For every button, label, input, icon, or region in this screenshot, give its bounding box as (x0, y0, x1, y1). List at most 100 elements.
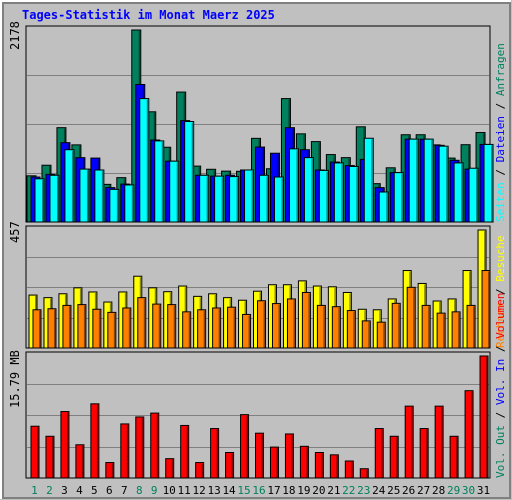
visits-bar-shade (278, 304, 280, 348)
hits-bar-seiten-day-7 (124, 184, 135, 223)
visits-bar-rechner-day-10 (167, 304, 177, 349)
x-label-day-6: 6 (106, 484, 113, 497)
hits-bar-shade (176, 162, 179, 222)
x-label-day-25: 25 (387, 484, 400, 497)
volume-bar-shade (336, 455, 338, 478)
visits-bar-rechner-day-27 (421, 304, 431, 349)
chart-title: Tages-Statistik im Monat Maerz 2025 (22, 8, 275, 22)
hits-bar-shade (356, 167, 358, 222)
x-label-day-10: 10 (163, 484, 176, 497)
volume-bar-volumen-day-8 (135, 416, 145, 479)
volume-bar-volumen-day-2 (45, 435, 55, 479)
x-label-day-5: 5 (91, 484, 98, 497)
visits-bar-rechner-day-15 (242, 313, 252, 349)
hits-bar-shade (401, 173, 403, 222)
hits-bar-seiten-day-29 (453, 162, 464, 223)
y-max-labels: 2178 457 15.79 MB (8, 21, 22, 408)
volume-bar-shade (486, 357, 488, 478)
x-label-day-14: 14 (222, 484, 236, 497)
visits-bar-shade (488, 271, 490, 348)
hits-bar-shade (326, 171, 328, 222)
hits-bar-shade (371, 139, 373, 222)
hits-legend: Seiten / Dateien / Anfragen (494, 43, 507, 222)
visits-bar-shade (203, 310, 206, 348)
volume-bar-shade (426, 429, 428, 478)
volume-bar-shade (471, 391, 473, 478)
visits-y-max-label: 457 (8, 221, 22, 243)
visits-bar-rechner-day-17 (271, 303, 281, 349)
visits-bar-shade (428, 306, 430, 348)
volume-bar-shade (276, 448, 278, 478)
hits-legend-anfragen: Anfragen (494, 43, 507, 96)
hits-bar-seiten-day-14 (229, 176, 240, 223)
hits-bar-seiten-day-8 (139, 98, 150, 223)
visits-bar-shade (248, 315, 251, 348)
x-label-day-15: 15 (237, 484, 250, 497)
hits-bar-seiten-day-30 (468, 167, 479, 223)
visits-bar-shade (158, 305, 161, 348)
visits-panel (25, 225, 491, 349)
volume-bar-volumen-day-12 (195, 462, 205, 479)
hits-bar-shade (461, 163, 463, 222)
hits-bar-seiten-day-28 (438, 145, 449, 223)
volume-bar-shade (381, 429, 383, 478)
hits-bar-seiten-day-4 (79, 168, 90, 223)
volume-bar-volumen-day-23 (359, 468, 369, 479)
visits-bar-rechner-day-1 (32, 309, 42, 349)
hits-bar-shade (266, 176, 269, 222)
visits-bar-rechner-day-18 (286, 298, 296, 349)
visits-bar-rechner-day-4 (77, 304, 87, 349)
visits-bar-rechner-day-30 (466, 304, 476, 349)
x-label-day-7: 7 (121, 484, 128, 497)
volume-bar-volumen-day-17 (269, 446, 279, 479)
hits-bar-shade (42, 179, 44, 222)
hits-bar-seiten-day-26 (408, 138, 419, 223)
visits-legend-rechner: Rechner (494, 301, 507, 348)
hits-bar-seiten-day-18 (288, 148, 299, 223)
hits-bar-shade (236, 177, 239, 222)
visits-bar-rechner-day-14 (227, 306, 237, 349)
volume-bar-volumen-day-10 (165, 458, 175, 479)
volume-bar-shade (396, 437, 398, 478)
volume-bar-volumen-day-27 (419, 428, 429, 479)
hits-bar-seiten-day-12 (199, 174, 210, 223)
volume-bar-volumen-day-26 (404, 405, 414, 479)
hits-bar-shade (146, 99, 149, 222)
x-label-day-12: 12 (193, 484, 206, 497)
x-label-day-19: 19 (297, 484, 310, 497)
hits-bar-seiten-day-24 (378, 191, 389, 223)
x-label-day-24: 24 (372, 484, 386, 497)
volume-bar-shade (111, 463, 114, 478)
volume-bar-shade (291, 434, 293, 478)
volume-bar-shade (37, 427, 39, 478)
hits-bar-seiten-day-5 (94, 169, 105, 223)
volume-bar-volumen-day-24 (374, 428, 384, 479)
hits-bar-seiten-day-20 (318, 169, 329, 223)
volume-bar-shade (261, 434, 264, 478)
volume-bar-volumen-day-13 (210, 428, 220, 479)
hits-bar-seiten-day-1 (34, 178, 45, 223)
volume-bar-shade (156, 414, 159, 478)
x-label-day-9: 9 (151, 484, 158, 497)
x-label-day-23: 23 (357, 484, 370, 497)
hits-bar-seiten-day-2 (49, 174, 60, 223)
visits-bar-rechner-day-24 (376, 321, 386, 349)
volume-bar-volumen-day-18 (284, 433, 294, 479)
volume-bar-shade (126, 424, 129, 478)
hits-bar-seiten-day-19 (303, 157, 314, 223)
x-label-day-21: 21 (327, 484, 340, 497)
hits-bar-shade (131, 185, 134, 222)
visits-bar-shade (443, 314, 445, 348)
hits-bar-shade (71, 150, 74, 222)
visits-bar-shade (293, 299, 295, 348)
hits-bar-seiten-day-27 (423, 138, 434, 223)
volume-bar-volumen-day-31 (479, 355, 489, 479)
hits-legend-seiten: Seiten (494, 182, 507, 222)
volume-bar-volumen-day-14 (225, 452, 235, 479)
hits-bar-seiten-day-16 (259, 174, 270, 223)
legend-separator: / (494, 282, 507, 302)
volume-bar-volumen-day-30 (464, 390, 474, 479)
volume-bar-volumen-day-16 (255, 432, 265, 479)
